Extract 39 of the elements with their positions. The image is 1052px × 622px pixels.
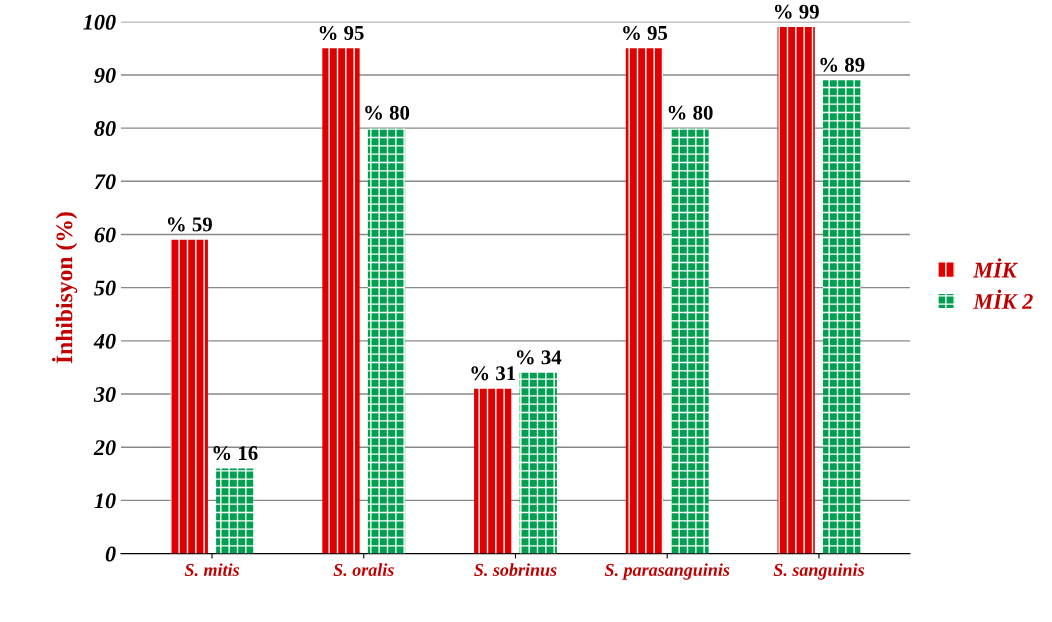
y-tick-label: 60	[94, 227, 116, 243]
bar	[216, 468, 254, 554]
bar	[170, 239, 208, 554]
bar	[625, 48, 664, 554]
y-tick-label: 40	[93, 333, 116, 349]
y-tick-label: 70	[94, 174, 116, 190]
bar	[777, 27, 815, 554]
x-tick-label: S. oralis	[333, 563, 394, 577]
data-label: % 89	[820, 57, 865, 72]
y-tick-label: 80	[94, 121, 116, 137]
data-label: % 34	[516, 350, 562, 365]
y-tick-label: 90	[94, 67, 116, 83]
x-tick-label: S. sobrinus	[474, 563, 557, 577]
x-tick-label: S. mitis	[184, 563, 240, 577]
y-tick-label: 0	[105, 546, 116, 562]
bar	[671, 128, 709, 554]
y-tick-label: 50	[94, 280, 116, 296]
y-axis-title: İnhibisyon (%)	[51, 212, 78, 364]
bar	[322, 48, 360, 554]
data-label: % 99	[774, 4, 819, 19]
data-label: % 95	[319, 25, 364, 41]
data-label: % 95	[623, 25, 668, 41]
data-label: % 16	[213, 446, 258, 461]
y-tick-label: 10	[94, 493, 116, 509]
x-tick-label: S. sanguinis	[773, 563, 865, 580]
data-label: % 59	[167, 217, 212, 232]
bar	[823, 80, 861, 554]
bar	[367, 128, 406, 554]
legend-label: MİK 2	[973, 289, 1033, 309]
y-tick-label: 30	[93, 386, 116, 402]
x-tick-label: S. parasanguinis	[604, 563, 730, 580]
data-label: % 80	[365, 105, 410, 120]
data-label: % 80	[668, 105, 713, 120]
legend-label: MİK	[973, 258, 1018, 278]
bar	[519, 372, 557, 554]
data-label: % 31	[471, 366, 516, 381]
bar	[474, 388, 512, 554]
y-tick-label: 20	[93, 440, 116, 456]
y-tick-label: 100	[83, 14, 116, 30]
